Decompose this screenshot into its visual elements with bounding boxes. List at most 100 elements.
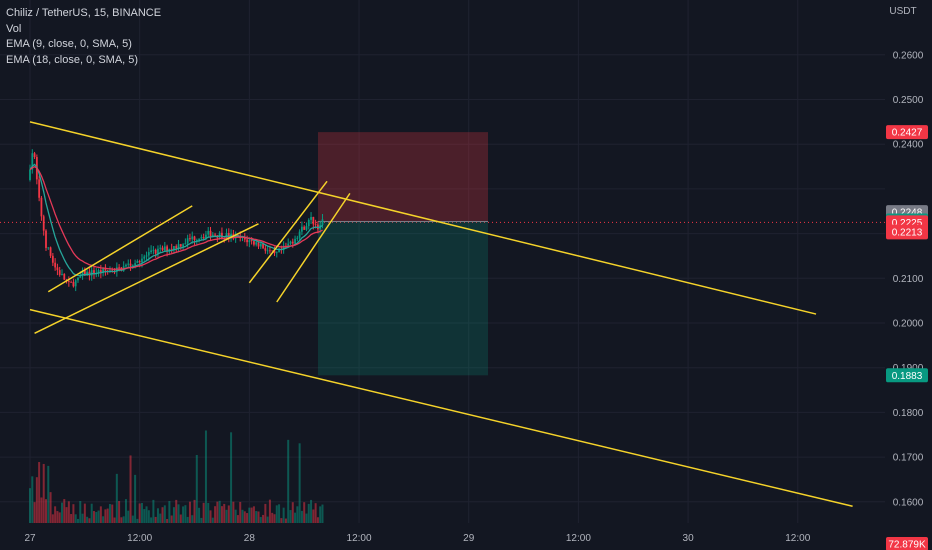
- candle-body: [312, 216, 315, 225]
- candle-body: [31, 153, 34, 170]
- candle-body: [198, 238, 200, 240]
- volume-bar: [134, 474, 137, 523]
- candle-body: [145, 255, 148, 257]
- volume-bar: [175, 499, 178, 523]
- time-tick-label: 28: [244, 533, 256, 544]
- time-tick-label: 12:00: [785, 533, 810, 544]
- volume-bar: [99, 506, 102, 523]
- legend-ema-18[interactable]: EMA (18, close, 0, SMA, 5): [6, 53, 139, 66]
- volume-bar: [312, 509, 315, 523]
- time-tick-label: 27: [24, 533, 36, 544]
- volume-bar: [161, 507, 164, 523]
- volume-bar: [257, 511, 260, 523]
- candle-body: [152, 249, 155, 251]
- candle-body: [175, 246, 178, 249]
- price-tag: [886, 537, 928, 550]
- stop-loss-zone: [318, 132, 488, 222]
- volume-bar: [150, 517, 153, 523]
- volume-bar: [113, 517, 116, 523]
- volume-bar: [152, 499, 155, 523]
- volume-bar: [81, 513, 84, 523]
- volume-bar: [296, 506, 299, 523]
- price-tag-label: 0.2213: [892, 227, 923, 238]
- volume-bar: [223, 503, 226, 523]
- candle-body: [83, 270, 86, 276]
- volume-bar: [120, 517, 123, 523]
- volume-bar: [316, 517, 319, 523]
- volume-bar: [127, 510, 130, 523]
- volume-bar: [216, 501, 219, 523]
- volume-bar: [163, 505, 166, 523]
- volume-bar: [172, 507, 175, 523]
- candle-body: [257, 242, 260, 247]
- volume-bar: [243, 511, 246, 523]
- candle-body: [227, 232, 230, 238]
- candle-body: [321, 219, 324, 225]
- volume-bar: [321, 504, 324, 523]
- candle-body: [141, 258, 143, 263]
- candle-body: [305, 226, 308, 230]
- volume-bar: [319, 506, 322, 523]
- price-axis[interactable]: 0.26000.25000.24000.21000.20000.19000.18…: [885, 0, 932, 550]
- candle-body: [61, 273, 63, 275]
- candle-body: [177, 244, 180, 249]
- volume-bar: [266, 516, 269, 523]
- candle-body: [154, 249, 157, 254]
- volume-bar: [314, 503, 317, 523]
- candle-body: [131, 265, 134, 267]
- price-tick-label: 0.1800: [893, 408, 924, 419]
- candle-body: [182, 244, 184, 247]
- volume-bar: [188, 501, 191, 523]
- volume-bar: [207, 502, 210, 523]
- candle-body: [45, 230, 47, 248]
- trendline-flag-lower: [34, 223, 259, 334]
- volume-bar: [145, 506, 148, 523]
- volume-bar: [211, 517, 214, 523]
- volume-bar: [193, 499, 196, 523]
- candle-body: [189, 238, 191, 240]
- candle-body: [209, 230, 212, 237]
- volume-bar: [184, 505, 187, 523]
- volume-bar: [307, 503, 310, 523]
- time-tick-label: 12:00: [566, 533, 591, 544]
- volume-bar: [225, 509, 228, 523]
- candle-body: [77, 277, 79, 281]
- volume-bar: [214, 506, 217, 523]
- price-tick-label: 0.2000: [893, 319, 924, 330]
- volume-bars: [29, 430, 324, 523]
- candle-body: [150, 250, 153, 253]
- candle-body: [246, 239, 248, 243]
- volume-bar: [90, 503, 93, 523]
- volume-bar: [182, 506, 185, 523]
- volume-bar: [70, 514, 73, 523]
- legend: Chiliz / TetherUS, 15, BINANCE Vol EMA (…: [6, 6, 161, 68]
- legend-ema-9[interactable]: EMA (9, close, 0, SMA, 5): [6, 38, 132, 50]
- volume-bar: [310, 499, 313, 523]
- volume-bar: [255, 511, 258, 523]
- candle-body: [289, 241, 292, 244]
- volume-bar: [289, 510, 292, 523]
- volume-bar: [42, 463, 45, 523]
- volume-bar: [209, 510, 212, 523]
- candle-body: [271, 250, 274, 252]
- volume-bar: [282, 507, 285, 523]
- time-tick-label: 12:00: [347, 533, 372, 544]
- volume-bar: [86, 516, 89, 523]
- time-axis[interactable]: 27 12:00 28 12:00 29 12:00 30 12:00: [0, 523, 885, 550]
- volume-bar: [291, 502, 294, 523]
- candle-body: [248, 240, 251, 243]
- volume-bar: [76, 518, 79, 523]
- volume-bar: [40, 497, 43, 523]
- volume-bar: [97, 510, 100, 523]
- price-tag-label: 0.1883: [892, 371, 923, 382]
- volume-bar: [72, 504, 75, 523]
- candle-body: [307, 219, 310, 227]
- legend-volume[interactable]: Vol: [6, 22, 22, 35]
- volume-bar: [248, 507, 251, 523]
- volume-bar: [218, 500, 221, 523]
- volume-bar: [202, 502, 205, 523]
- trendline-flag-upper: [47, 205, 193, 293]
- symbol-title[interactable]: Chiliz / TetherUS, 15, BINANCE: [6, 7, 162, 19]
- volume-bar: [115, 473, 118, 523]
